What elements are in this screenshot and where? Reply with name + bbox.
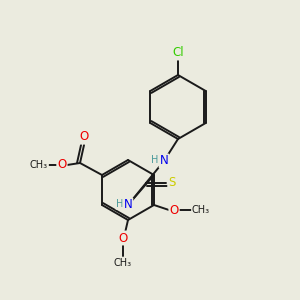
Text: Cl: Cl	[172, 46, 184, 59]
Text: H: H	[116, 199, 124, 209]
Text: CH₃: CH₃	[114, 258, 132, 268]
Text: O: O	[169, 203, 178, 217]
Text: O: O	[57, 158, 67, 172]
Text: H: H	[151, 155, 159, 165]
Text: S: S	[168, 176, 176, 190]
Text: O: O	[118, 232, 127, 244]
Text: N: N	[124, 199, 132, 212]
Text: CH₃: CH₃	[30, 160, 48, 170]
Text: N: N	[160, 154, 168, 167]
Text: O: O	[80, 130, 88, 143]
Text: CH₃: CH₃	[192, 205, 210, 215]
